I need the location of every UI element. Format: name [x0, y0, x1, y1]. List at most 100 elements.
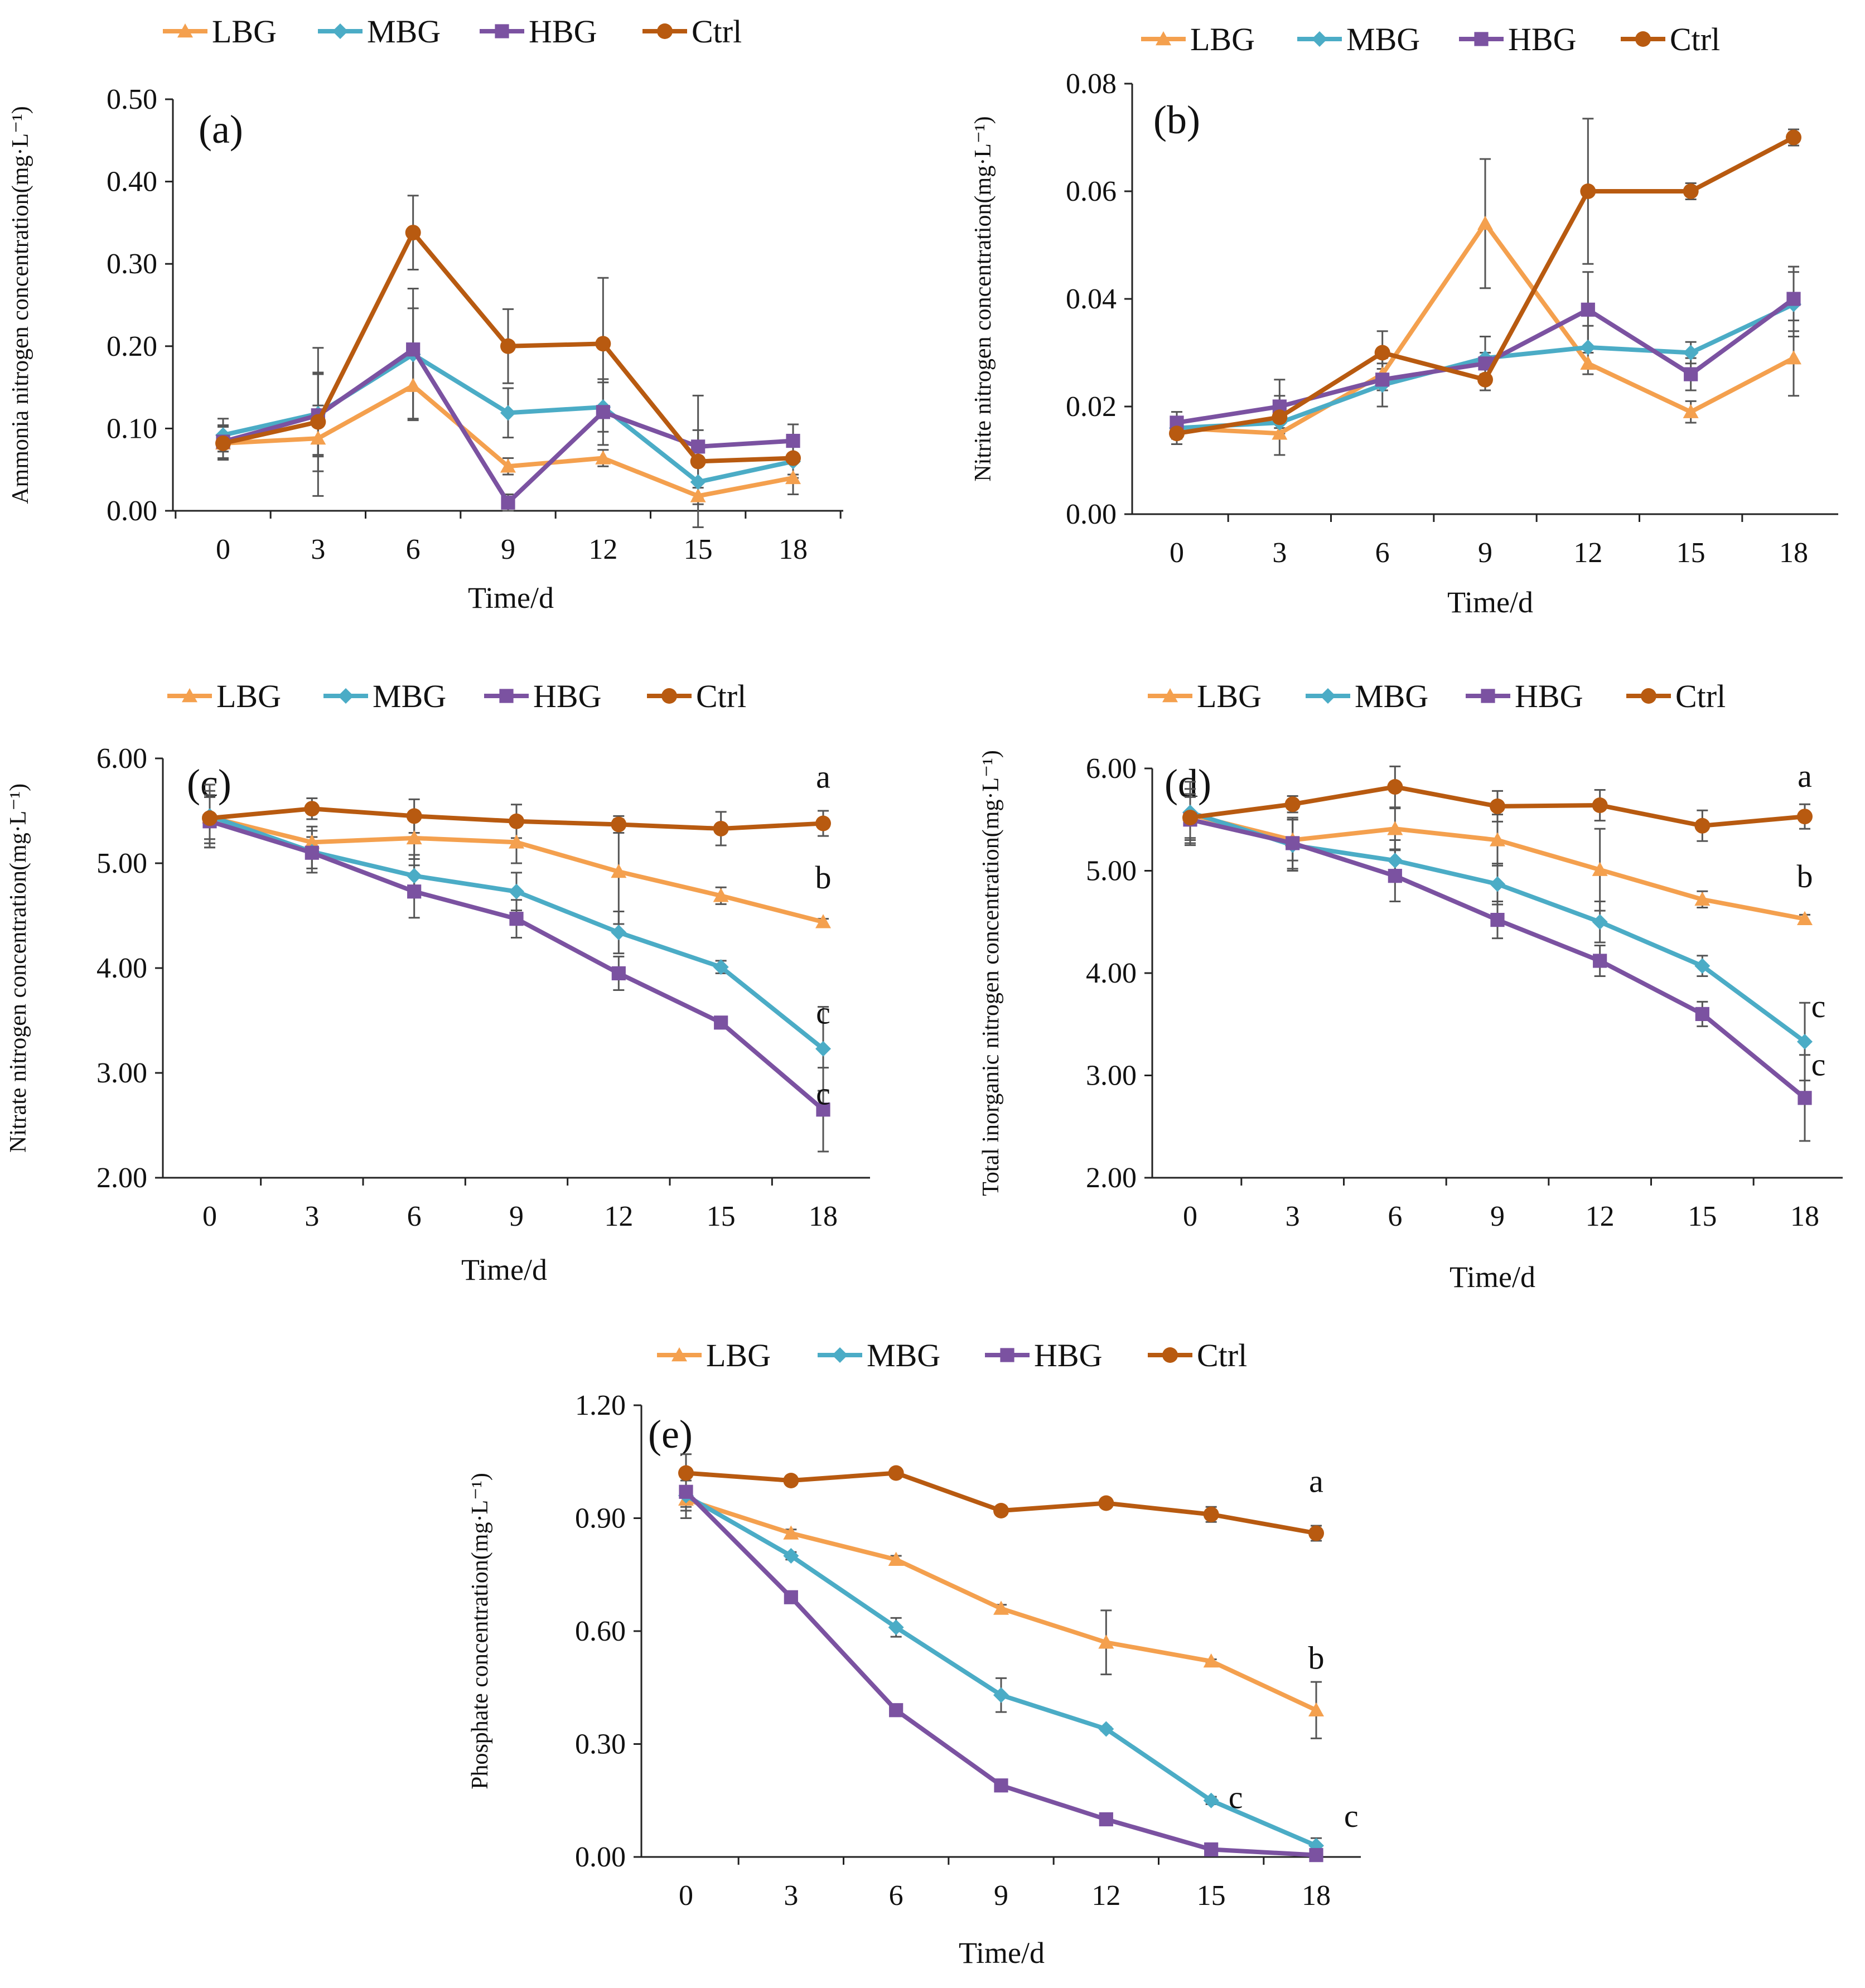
- significance-label: c: [1229, 1779, 1243, 1815]
- data-point: [406, 342, 421, 357]
- series-line-hbg: [202, 814, 830, 1117]
- data-point: [690, 488, 706, 502]
- series-line-lbg: [215, 378, 801, 502]
- y-tick-label: 3.00: [1086, 1060, 1137, 1092]
- data-point: [305, 845, 319, 860]
- data-point: [405, 225, 421, 241]
- y-tick-label: 0.00: [107, 495, 157, 527]
- x-tick-label: 0: [679, 1880, 693, 1912]
- x-tick-label: 12: [604, 1201, 633, 1232]
- diamond-icon: [338, 688, 354, 704]
- diamond-icon: [832, 1347, 848, 1363]
- legend-item-mbg: MBG: [1306, 678, 1428, 714]
- data-point: [202, 810, 218, 826]
- data-point: [1308, 1525, 1324, 1541]
- legend-label: HBG: [1034, 1337, 1102, 1373]
- data-point: [994, 1778, 1008, 1793]
- legend-label: HBG: [1515, 678, 1583, 714]
- data-point: [509, 883, 524, 899]
- data-point: [1580, 355, 1596, 370]
- legend-label: MBG: [373, 678, 446, 714]
- y-tick-label: 5.00: [1086, 855, 1137, 887]
- data-point: [611, 816, 627, 833]
- data-point: [1798, 1091, 1812, 1105]
- diamond-icon: [1320, 688, 1336, 704]
- data-point: [406, 830, 422, 845]
- legend-label: HBG: [1508, 21, 1576, 57]
- y-tick-label: 0.40: [107, 166, 157, 198]
- data-point: [407, 884, 422, 899]
- data-point: [1695, 1007, 1709, 1021]
- data-point: [1286, 836, 1300, 850]
- data-point: [690, 474, 706, 490]
- data-point: [1490, 876, 1505, 892]
- data-point: [611, 925, 627, 941]
- data-point: [1098, 1721, 1114, 1737]
- data-point: [310, 414, 326, 430]
- x-tick-label: 15: [1688, 1201, 1717, 1232]
- diamond-icon: [1312, 31, 1327, 47]
- data-point: [1374, 345, 1390, 361]
- legend-label: HBG: [529, 13, 597, 50]
- data-point: [1592, 862, 1608, 876]
- data-point: [1684, 367, 1698, 381]
- legend-item-hbg: HBG: [1466, 678, 1583, 714]
- x-tick-label: 9: [501, 534, 515, 565]
- data-point: [888, 1619, 904, 1636]
- data-point: [993, 1600, 1009, 1615]
- significance-label: a: [1309, 1463, 1323, 1499]
- legend-label: LBG: [1190, 21, 1255, 57]
- circle-icon: [661, 688, 677, 704]
- legend-label: Ctrl: [1197, 1337, 1247, 1373]
- data-point: [1490, 832, 1505, 847]
- y-tick-label: 5.00: [96, 848, 147, 879]
- triangle-icon: [671, 1347, 687, 1362]
- data-point: [1387, 853, 1403, 869]
- data-point: [993, 1503, 1009, 1518]
- data-point: [1308, 1702, 1324, 1716]
- data-point: [1375, 373, 1390, 387]
- x-tick-label: 6: [406, 534, 421, 565]
- circle-icon: [1162, 1347, 1178, 1363]
- series-line-ctrl: [1169, 129, 1801, 442]
- x-tick-label: 9: [994, 1880, 1008, 1912]
- y-tick-label: 0.02: [1066, 391, 1117, 423]
- y-tick-label: 4.00: [1086, 957, 1137, 989]
- data-point: [1786, 129, 1801, 146]
- legend: LBG MBG HBG Ctrl: [163, 13, 742, 50]
- x-tick-label: 18: [1779, 537, 1808, 569]
- legend-label: MBG: [1346, 21, 1420, 57]
- triangle-icon: [1162, 688, 1178, 703]
- legend-label: Ctrl: [1675, 678, 1726, 714]
- square-icon: [499, 689, 514, 703]
- x-tick-label: 15: [684, 534, 713, 565]
- diamond-icon: [332, 23, 348, 39]
- data-point: [1592, 797, 1608, 814]
- x-tick-label: 18: [809, 1201, 838, 1232]
- data-point: [595, 450, 611, 465]
- data-point: [1098, 1495, 1114, 1511]
- data-point: [1099, 1812, 1113, 1827]
- y-tick-label: 0.04: [1066, 283, 1117, 315]
- data-point: [713, 888, 729, 902]
- x-tick-label: 0: [1183, 1201, 1197, 1232]
- data-point: [784, 1590, 798, 1604]
- x-tick-label: 15: [707, 1201, 736, 1232]
- legend-label: Ctrl: [1670, 21, 1720, 57]
- x-tick-label: 6: [1388, 1201, 1402, 1232]
- panel-label: (d): [1165, 761, 1211, 806]
- data-point: [889, 1703, 903, 1718]
- y-tick-label: 0.60: [575, 1615, 626, 1647]
- data-point: [816, 1102, 830, 1117]
- data-point: [1203, 1506, 1219, 1522]
- x-axis-title: Time/d: [461, 1253, 547, 1286]
- x-tick-label: 12: [1586, 1201, 1615, 1232]
- legend-item-ctrl: Ctrl: [647, 678, 746, 714]
- data-point: [1203, 1653, 1219, 1668]
- series-line-ctrl: [1182, 779, 1813, 834]
- circle-icon: [1635, 31, 1651, 47]
- data-point: [1272, 425, 1288, 440]
- panel-label: (a): [199, 107, 243, 152]
- legend-item-ctrl: Ctrl: [1626, 678, 1726, 714]
- legend-label: MBG: [367, 13, 441, 50]
